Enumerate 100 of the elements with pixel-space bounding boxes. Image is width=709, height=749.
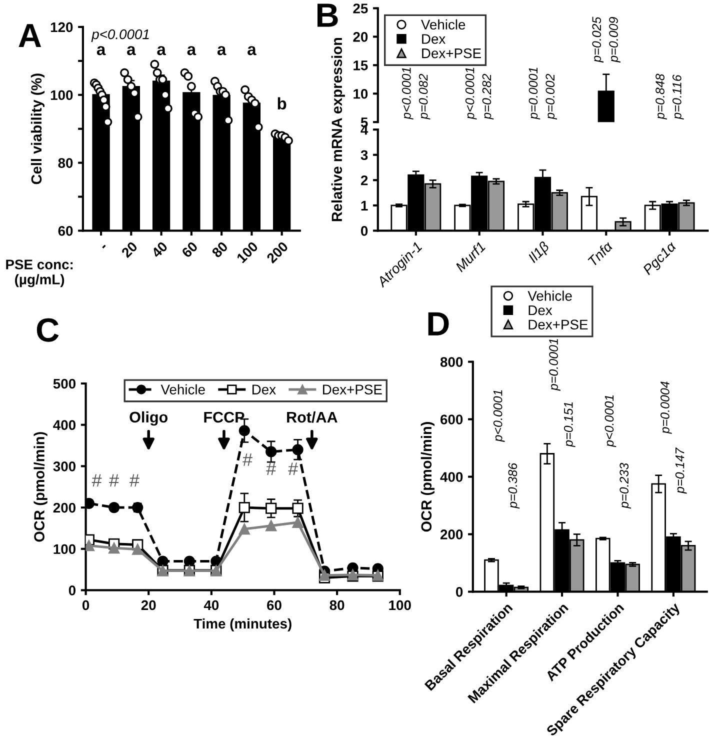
annotation: #: [109, 474, 119, 487]
annotation: p=0.147: [675, 447, 687, 494]
annotation: p=0.233: [620, 462, 631, 509]
annotation: #: [266, 462, 276, 475]
y-tick-label: 500: [53, 378, 76, 389]
point: [266, 520, 277, 532]
chart-title: B: [317, 4, 338, 27]
y-tick-label: 15: [354, 60, 368, 70]
chart-title: A: [18, 24, 42, 48]
x-tick-label: 100: [236, 241, 259, 264]
y-tick-label: 20: [353, 32, 368, 42]
point: [266, 446, 277, 458]
y-tick-label: 400: [440, 472, 463, 482]
x-tick-label: -: [102, 244, 106, 248]
annotation: Rot/AA: [287, 411, 338, 423]
legend-label: Dex+PSE: [422, 48, 481, 58]
y-tick-label: 800: [440, 357, 463, 367]
annotation: p<0.0001: [402, 68, 414, 120]
legend-label: Vehicle: [528, 290, 572, 301]
x-tick-label: Tnfα: [587, 240, 614, 267]
annotation: p=0.282: [482, 74, 494, 120]
annotation: p=0.002: [546, 74, 558, 120]
annotation: #: [242, 454, 252, 466]
legend-label: Dex: [528, 305, 552, 316]
annotation: a: [96, 46, 106, 56]
point: [132, 544, 144, 555]
x-tick-label: 0: [82, 600, 90, 610]
point: [318, 570, 330, 581]
x-axis-title: Time (minutes): [194, 618, 292, 632]
point: [108, 502, 120, 514]
point: [238, 502, 250, 514]
x-tick-label: 40: [204, 600, 219, 610]
annotation: p=0.0004: [660, 382, 672, 434]
x-tick-label: 80: [211, 241, 228, 258]
y-tick-label: 100: [50, 90, 73, 100]
y-axis-title: OCR (pmol/min): [34, 432, 48, 542]
x-tick-label: 60: [181, 241, 198, 258]
y-tick-label: 80: [58, 158, 73, 168]
point: [292, 444, 304, 456]
x-tick-label: 20: [120, 241, 138, 258]
point: [292, 502, 304, 514]
annotation: a: [157, 46, 166, 56]
x-tick-label: 80: [330, 600, 344, 610]
annotation: p=0.116: [672, 74, 684, 120]
legend-label: Dex: [422, 34, 446, 44]
y-axis-title: Cell viability (%): [30, 74, 45, 184]
legend-label: Vehicle: [421, 19, 466, 30]
annotation: a: [248, 46, 256, 56]
x-axis-title: PSE conc: (µg/mL): [6, 260, 73, 288]
y-tick-label: 60: [58, 226, 73, 236]
y-axis-title: OCR (pmol/min): [420, 422, 434, 532]
y-axis-title: Relative mRNA expression: [331, 38, 345, 222]
annotation: #: [92, 474, 102, 487]
y-tick-label: 2: [360, 175, 368, 186]
point: [238, 523, 250, 535]
annotation: Oligo: [130, 411, 168, 426]
annotation: b: [278, 97, 286, 110]
annotation: a: [127, 46, 136, 56]
y-tick-label: 600: [440, 414, 463, 424]
y-tick-label: 300: [53, 462, 76, 472]
legend-label: Dex+PSE: [528, 320, 588, 330]
annotation: p=0.082: [418, 74, 430, 120]
y-tick-label: 100: [54, 544, 76, 554]
y-tick-label: 25: [353, 4, 368, 14]
chart-title: D: [428, 312, 449, 336]
y-tick-label: 200: [53, 502, 76, 513]
x-tick-label: 100: [389, 600, 411, 610]
annotation: p<0.0001: [465, 68, 477, 120]
x-tick-label: 20: [141, 600, 156, 610]
x-tick-label: Il1β: [527, 240, 552, 266]
point: [292, 516, 304, 528]
y-tick-label: 0: [68, 586, 76, 596]
annotation: #: [288, 462, 298, 475]
annotation: a: [217, 46, 226, 56]
annotation: p=0.848: [656, 74, 667, 120]
annotation: p=0.151: [564, 402, 576, 448]
annotation: p=0.009: [609, 17, 620, 63]
annotation: p<0.0001: [91, 29, 149, 42]
y-tick-label: 10: [354, 88, 368, 99]
x-tick-label: 200: [266, 241, 289, 264]
annotation: FCCP: [204, 412, 244, 423]
point: [108, 542, 120, 554]
chart-title: C: [36, 318, 59, 342]
y-tick-label: 200: [440, 530, 463, 540]
y-tick-label: 1: [361, 200, 368, 210]
annotation: p=0.0001: [549, 339, 560, 391]
legend-label: Vehicle: [160, 384, 205, 394]
annotation: p<0.0001: [493, 390, 505, 442]
annotation: p=0.386: [508, 462, 520, 509]
x-tick-label: 60: [267, 600, 282, 610]
y-tick-label: 400: [53, 420, 76, 430]
annotation: p=0.025: [592, 16, 604, 63]
x-tick-label: 40: [150, 241, 168, 258]
legend-label: Dex: [252, 384, 276, 394]
point: [266, 502, 277, 514]
point: [238, 425, 250, 436]
annotation: #: [130, 474, 140, 487]
annotation: p<0.0001: [604, 395, 616, 448]
y-tick-label: 3: [360, 150, 368, 160]
annotation: a: [187, 46, 196, 56]
